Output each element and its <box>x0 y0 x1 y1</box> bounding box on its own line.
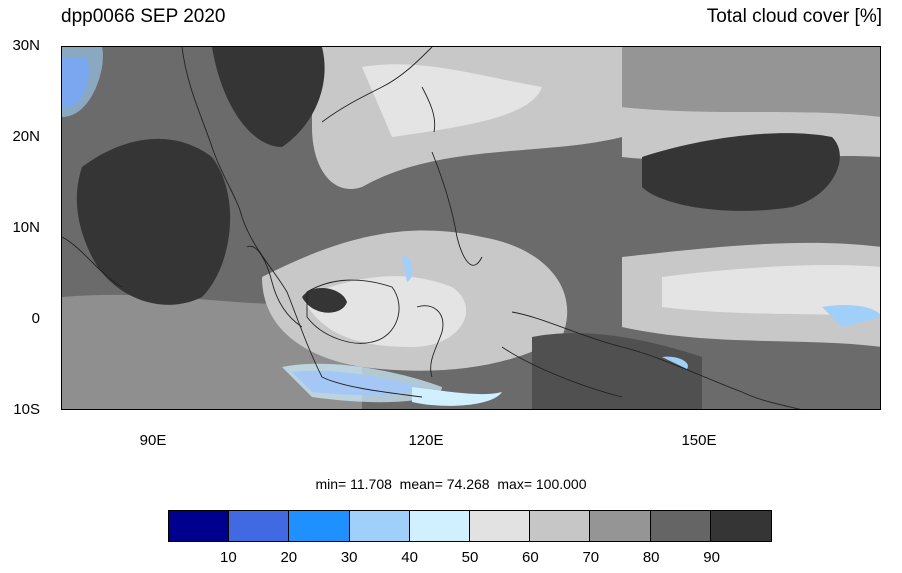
colorbar-tick-label: 60 <box>522 549 539 566</box>
stat-mean-value: 74.268 <box>446 476 490 492</box>
plot-title-left: dpp0066 SEP 2020 <box>61 6 226 27</box>
lon-label-120e: 120E <box>408 432 444 449</box>
colorbar-box-1 <box>229 511 290 541</box>
colorbar <box>168 510 772 542</box>
colorbar-box-6 <box>530 511 591 541</box>
lat-label-10n: 10N <box>12 219 40 236</box>
colorbar-tick-label: 30 <box>340 549 358 566</box>
cloud-cover-map <box>61 46 881 410</box>
stat-mean-label: mean= <box>399 476 443 492</box>
colorbar-box-5 <box>470 511 531 541</box>
colorbar-box-4 <box>409 511 471 541</box>
lat-label-30n: 30N <box>12 37 40 54</box>
colorbar-tick-label: 70 <box>582 549 600 566</box>
plot-title-right: Total cloud cover [%] <box>706 6 882 27</box>
lon-label-90e: 90E <box>139 432 167 449</box>
map-canvas <box>62 47 880 409</box>
colorbar-box-9 <box>710 511 772 541</box>
stat-min-label: min= <box>315 476 347 492</box>
colorbar-tick-label: 40 <box>401 549 418 566</box>
lon-label-150e: 150E <box>681 432 717 449</box>
colorbar-box-0 <box>169 511 230 541</box>
field-statistics: min= 11.708 mean= 74.268 max= 100.000 <box>0 476 902 492</box>
colorbar-box-7 <box>590 511 651 541</box>
colorbar-box-3 <box>349 511 410 541</box>
stat-max-label: max= <box>497 476 532 492</box>
colorbar-tick-label: 50 <box>461 549 479 566</box>
stat-max-value: 100.000 <box>535 476 587 492</box>
colorbar-tick-label: 20 <box>280 549 298 566</box>
lat-label-20n: 20N <box>12 128 40 145</box>
colorbar-tick-label: 10 <box>220 549 237 566</box>
colorbar-box-8 <box>650 511 711 541</box>
colorbar-tick-label: 80 <box>642 549 660 566</box>
lat-label-10s: 10S <box>13 401 40 418</box>
lat-label-equator: 0 <box>31 310 40 327</box>
stat-min-value: 11.708 <box>350 476 392 492</box>
colorbar-box-2 <box>289 511 350 541</box>
colorbar-tick-label: 90 <box>703 549 720 566</box>
